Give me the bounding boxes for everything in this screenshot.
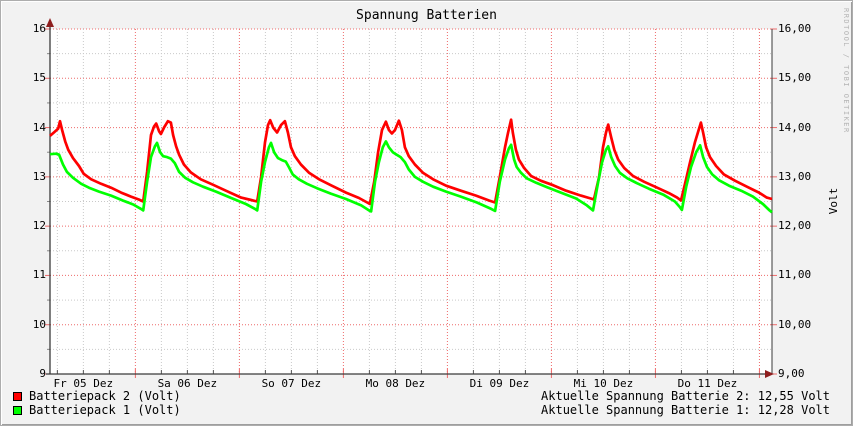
x-day-label: Sa 06 Dez (157, 377, 218, 390)
x-day-label: So 07 Dez (261, 377, 322, 390)
y-axis-arrow-icon (46, 18, 54, 27)
y-tick-label-left: 15 (32, 71, 46, 85)
current-voltage-battery-2: Aktuelle Spannung Batterie 2: 12,55 Volt (541, 389, 830, 403)
y-tick-label-left: 14 (32, 120, 46, 134)
y-tick-label-right: 13,00 (778, 169, 812, 183)
y-tick-label-left: 13 (32, 169, 46, 183)
series-line-batteriepack-1 (49, 140, 773, 214)
x-day-label: Di 09 Dez (469, 377, 530, 390)
y-tick-label-right: 12,00 (778, 219, 812, 233)
current-values: Aktuelle Spannung Batterie 2: 12,55 Volt… (541, 389, 830, 417)
y-tick-label-left: 10 (32, 317, 46, 331)
rrdtool-watermark: RRDTOOL / TOBI OETIKER (842, 8, 850, 134)
legend-swatch-green (13, 405, 22, 415)
y-tick-label-right: 9,00 (778, 367, 805, 380)
y-tick-label-left: 16 (32, 22, 46, 35)
y-tick-label-right: 10,00 (778, 317, 812, 331)
x-day-label: Fr 05 Dez (53, 377, 114, 390)
y-tick-label-right: 16,00 (778, 22, 812, 35)
legend-swatch-red (13, 391, 22, 401)
chart-title: Spannung Batterien (356, 8, 497, 23)
y-tick-label-right: 11,00 (778, 268, 812, 282)
x-day-label: Mi 10 Dez (573, 377, 634, 390)
y-axis-unit-label: Volt (826, 187, 840, 215)
legend-item-batteriepack-1: Batteriepack 1 (Volt) (13, 403, 181, 417)
legend-label-batteriepack-1: Batteriepack 1 (Volt) (29, 403, 181, 417)
y-tick-label-left: 12 (32, 219, 46, 233)
x-day-label: Do 11 Dez (677, 377, 738, 390)
current-voltage-battery-1: Aktuelle Spannung Batterie 1: 12,28 Volt (541, 403, 830, 417)
x-day-label: Mo 08 Dez (365, 377, 426, 390)
legend: Batteriepack 2 (Volt) Batteriepack 1 (Vo… (13, 389, 181, 417)
y-tick-label-left: 9 (39, 367, 46, 380)
x-axis-arrow-icon (765, 370, 774, 378)
y-tick-label-left: 11 (32, 268, 46, 282)
legend-item-batteriepack-2: Batteriepack 2 (Volt) (13, 389, 181, 403)
series-line-batteriepack-2 (49, 118, 773, 206)
y-tick-label-right: 15,00 (778, 71, 812, 85)
y-tick-label-right: 14,00 (778, 120, 812, 134)
legend-label-batteriepack-2: Batteriepack 2 (Volt) (29, 389, 181, 403)
